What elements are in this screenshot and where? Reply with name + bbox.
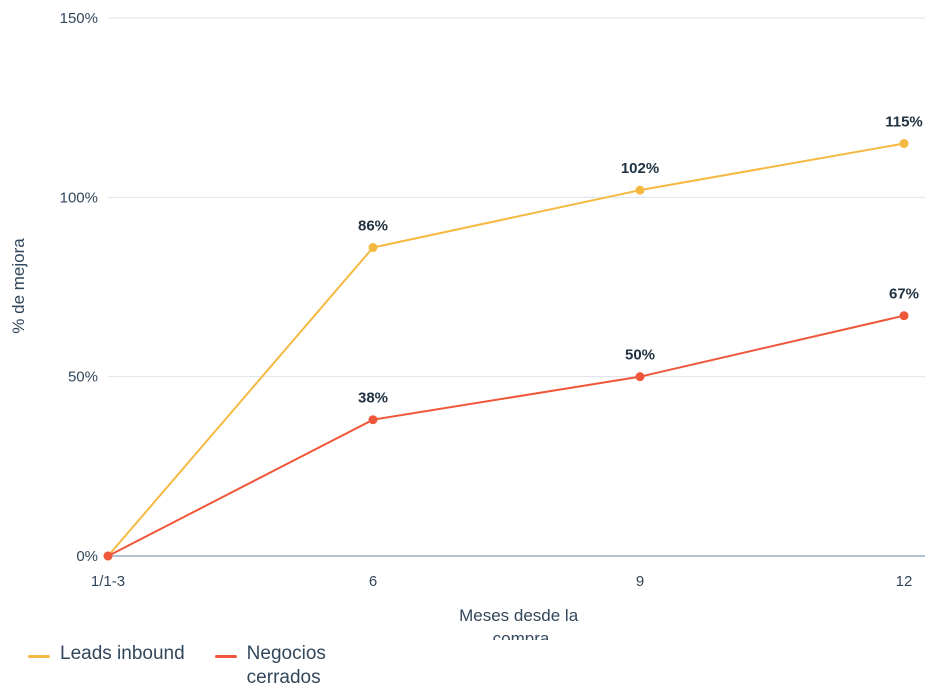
legend-item-leads-inbound[interactable]: Leads inbound xyxy=(28,642,185,666)
data-label: 115% xyxy=(885,114,923,131)
data-label: 38% xyxy=(358,390,388,407)
data-point[interactable] xyxy=(899,311,909,321)
legend-swatch xyxy=(214,655,237,658)
x-axis-title-line-1: Meses desde la xyxy=(459,606,579,625)
series-line-negocios-cerrados xyxy=(107,314,905,557)
x-axis-title: Meses desde la compra xyxy=(459,606,583,640)
legend-label: Leads inbound xyxy=(60,643,185,664)
data-label: 67% xyxy=(889,286,919,303)
y-tick-label: 150% xyxy=(60,10,98,27)
y-axis-ticks: 0% 50% 100% 150% xyxy=(60,10,98,565)
x-tick-label: 6 xyxy=(369,573,377,590)
data-point[interactable] xyxy=(368,243,378,253)
x-axis-title-line-2: compra xyxy=(493,629,550,640)
data-point[interactable] xyxy=(635,185,645,195)
data-label: 86% xyxy=(358,218,388,235)
line-chart: 0% 50% 100% 150% 1/1-3 6 9 12 % de mejora Mese… xyxy=(9,10,925,640)
x-tick-label: 12 xyxy=(896,573,913,590)
data-point[interactable] xyxy=(635,372,645,382)
legend-label: Negocios cerrados xyxy=(246,643,326,688)
series-line-leads-inbound xyxy=(107,142,905,557)
x-tick-label: 1/1-3 xyxy=(91,573,125,590)
y-tick-label: 100% xyxy=(60,189,98,206)
data-label: 50% xyxy=(625,347,655,364)
series-group: 86% 102% 115% 38% 50% 67% xyxy=(103,114,923,561)
legend-swatch xyxy=(28,655,50,658)
data-label: 102% xyxy=(621,160,659,177)
x-tick-label: 9 xyxy=(636,573,644,590)
y-tick-label: 50% xyxy=(68,369,98,386)
grid-lines xyxy=(108,17,925,557)
y-axis-title: % de mejora xyxy=(9,238,28,334)
data-point[interactable] xyxy=(899,139,909,149)
x-axis-ticks: 1/1-3 6 9 12 xyxy=(91,573,912,590)
legend: Leads inbound Negocios cerrados xyxy=(28,642,357,690)
legend-item-negocios-cerrados[interactable]: Negocios cerrados xyxy=(214,642,357,690)
y-tick-label: 0% xyxy=(76,548,98,565)
data-point[interactable] xyxy=(103,551,113,561)
data-point[interactable] xyxy=(368,415,378,425)
